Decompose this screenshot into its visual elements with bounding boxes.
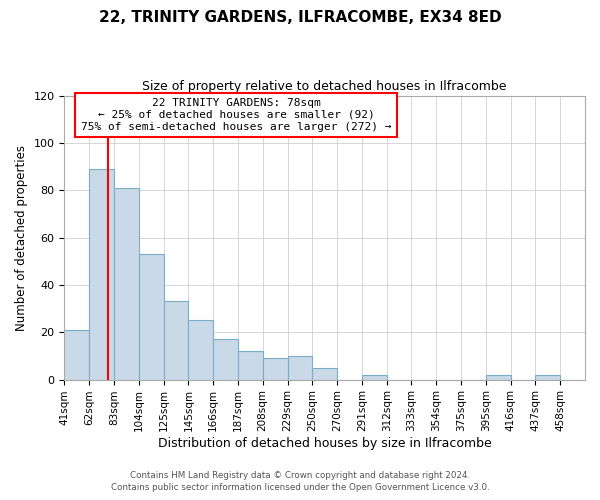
Bar bbox=[213, 340, 238, 380]
Bar bbox=[164, 302, 188, 380]
Y-axis label: Number of detached properties: Number of detached properties bbox=[15, 144, 28, 330]
X-axis label: Distribution of detached houses by size in Ilfracombe: Distribution of detached houses by size … bbox=[158, 437, 491, 450]
Bar bbox=[486, 375, 511, 380]
Bar bbox=[362, 375, 386, 380]
Text: 22 TRINITY GARDENS: 78sqm
← 25% of detached houses are smaller (92)
75% of semi-: 22 TRINITY GARDENS: 78sqm ← 25% of detac… bbox=[81, 98, 391, 132]
Bar bbox=[313, 368, 337, 380]
Bar bbox=[238, 351, 263, 380]
Bar bbox=[89, 169, 114, 380]
Bar bbox=[535, 375, 560, 380]
Bar bbox=[287, 356, 313, 380]
Bar bbox=[263, 358, 287, 380]
Text: 22, TRINITY GARDENS, ILFRACOMBE, EX34 8ED: 22, TRINITY GARDENS, ILFRACOMBE, EX34 8E… bbox=[98, 10, 502, 25]
Title: Size of property relative to detached houses in Ilfracombe: Size of property relative to detached ho… bbox=[142, 80, 507, 93]
Bar bbox=[64, 330, 89, 380]
Bar bbox=[114, 188, 139, 380]
Text: Contains HM Land Registry data © Crown copyright and database right 2024.
Contai: Contains HM Land Registry data © Crown c… bbox=[110, 471, 490, 492]
Bar bbox=[188, 320, 213, 380]
Bar bbox=[139, 254, 164, 380]
